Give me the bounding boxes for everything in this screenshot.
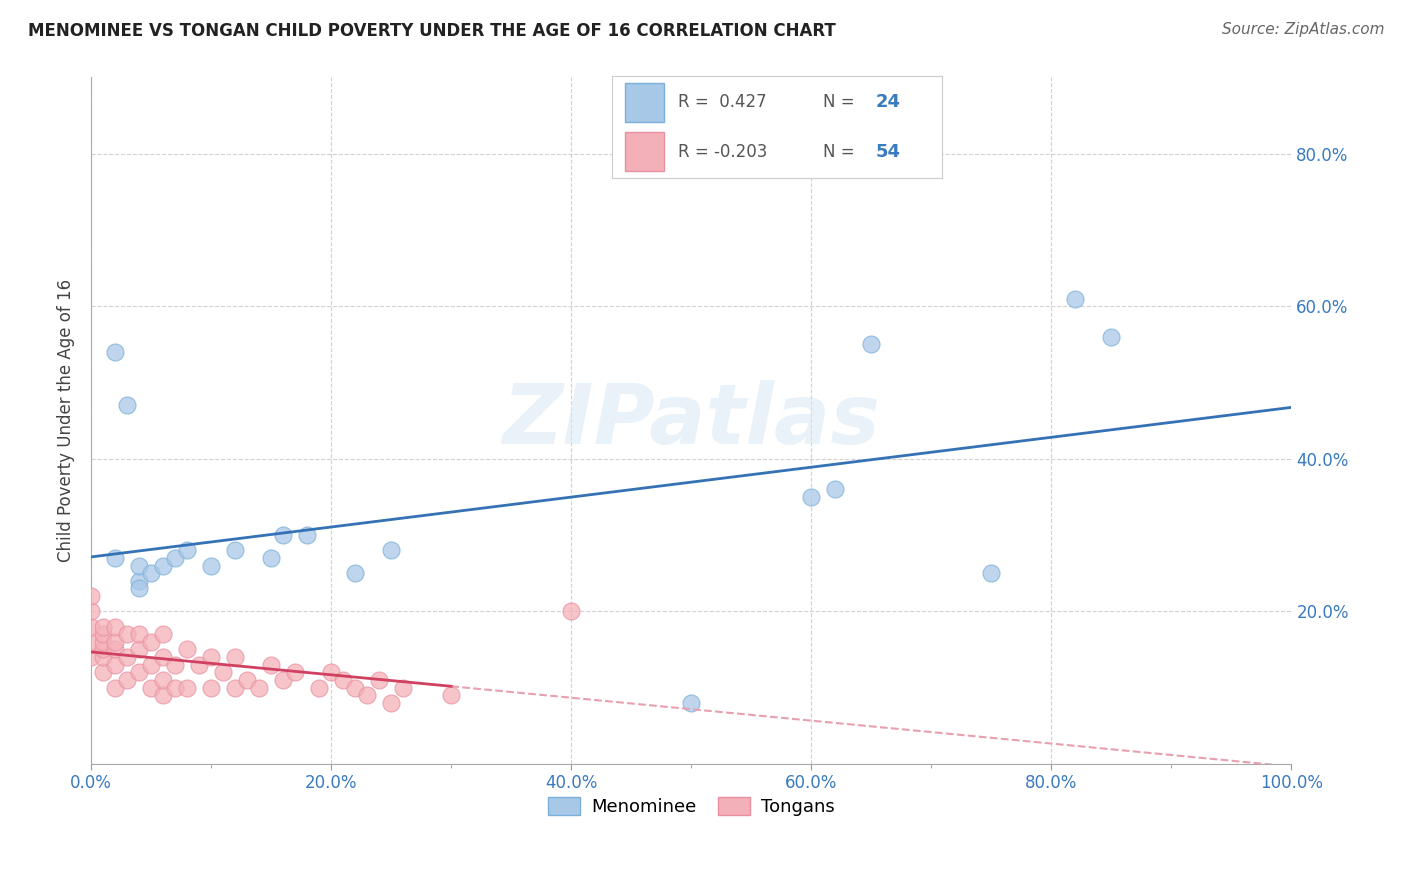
Point xyxy=(104,642,127,657)
Point xyxy=(141,657,163,672)
Point xyxy=(152,650,174,665)
Point xyxy=(128,574,150,588)
Text: R =  0.427: R = 0.427 xyxy=(678,94,766,112)
Point xyxy=(1099,330,1122,344)
Point xyxy=(1064,292,1087,306)
Point xyxy=(332,673,354,687)
Point xyxy=(152,627,174,641)
Point xyxy=(165,681,187,695)
Point xyxy=(91,665,114,680)
Point xyxy=(295,528,318,542)
Point xyxy=(440,688,463,702)
Point xyxy=(128,558,150,573)
Text: R = -0.203: R = -0.203 xyxy=(678,143,768,161)
Point xyxy=(344,681,367,695)
Point xyxy=(80,635,103,649)
Point xyxy=(141,681,163,695)
Point xyxy=(308,681,330,695)
Point xyxy=(176,642,198,657)
Point xyxy=(104,657,127,672)
Point xyxy=(980,566,1002,581)
Point xyxy=(128,627,150,641)
Point xyxy=(271,528,294,542)
Point xyxy=(344,566,367,581)
Point xyxy=(104,550,127,565)
Point xyxy=(824,483,846,497)
Point xyxy=(260,657,283,672)
Point xyxy=(356,688,378,702)
Text: MENOMINEE VS TONGAN CHILD POVERTY UNDER THE AGE OF 16 CORRELATION CHART: MENOMINEE VS TONGAN CHILD POVERTY UNDER … xyxy=(28,22,837,40)
Point xyxy=(392,681,415,695)
FancyBboxPatch shape xyxy=(624,83,665,122)
Point xyxy=(200,650,222,665)
Point xyxy=(104,345,127,359)
Point xyxy=(104,681,127,695)
Point xyxy=(80,619,103,633)
Point xyxy=(91,619,114,633)
Point xyxy=(560,604,582,618)
Point xyxy=(200,558,222,573)
Point xyxy=(104,619,127,633)
Point xyxy=(176,543,198,558)
Point xyxy=(128,642,150,657)
Point xyxy=(321,665,343,680)
Point xyxy=(380,543,402,558)
Point xyxy=(141,566,163,581)
Point xyxy=(284,665,307,680)
Point xyxy=(141,635,163,649)
Point xyxy=(80,604,103,618)
Point xyxy=(380,696,402,710)
FancyBboxPatch shape xyxy=(624,132,665,171)
Point xyxy=(152,558,174,573)
Point xyxy=(115,627,138,641)
Text: N =: N = xyxy=(823,143,860,161)
Point xyxy=(224,681,246,695)
Text: ZIPatlas: ZIPatlas xyxy=(502,380,880,461)
Point xyxy=(165,657,187,672)
Text: 54: 54 xyxy=(876,143,901,161)
Point xyxy=(115,398,138,412)
Point xyxy=(200,681,222,695)
Point xyxy=(368,673,391,687)
Point xyxy=(80,589,103,603)
Point xyxy=(152,673,174,687)
Point xyxy=(260,550,283,565)
Point xyxy=(128,582,150,596)
Point xyxy=(271,673,294,687)
Point xyxy=(224,650,246,665)
Point xyxy=(236,673,259,687)
Point xyxy=(188,657,211,672)
Point xyxy=(80,650,103,665)
Point xyxy=(152,688,174,702)
Point xyxy=(115,673,138,687)
Point xyxy=(91,650,114,665)
Point xyxy=(104,635,127,649)
Point xyxy=(128,665,150,680)
Point xyxy=(115,650,138,665)
Point xyxy=(860,337,883,351)
Point xyxy=(247,681,270,695)
Point xyxy=(91,642,114,657)
Point xyxy=(212,665,235,680)
Point xyxy=(165,550,187,565)
Point xyxy=(224,543,246,558)
Y-axis label: Child Poverty Under the Age of 16: Child Poverty Under the Age of 16 xyxy=(58,279,75,562)
Text: N =: N = xyxy=(823,94,860,112)
Text: Source: ZipAtlas.com: Source: ZipAtlas.com xyxy=(1222,22,1385,37)
Point xyxy=(176,681,198,695)
Legend: Menominee, Tongans: Menominee, Tongans xyxy=(540,789,842,823)
Text: 24: 24 xyxy=(876,94,901,112)
Point xyxy=(91,627,114,641)
Point xyxy=(800,490,823,504)
Point xyxy=(681,696,703,710)
Point xyxy=(91,635,114,649)
